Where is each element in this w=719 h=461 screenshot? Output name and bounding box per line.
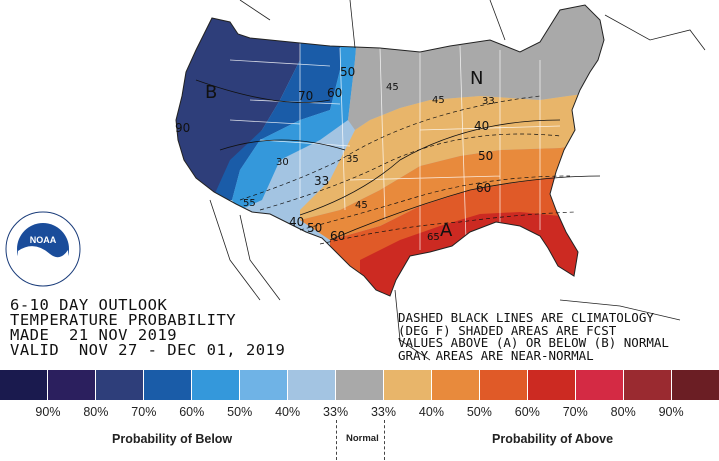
noaa-logo-text: NOAA bbox=[30, 235, 57, 245]
legend-note: DASHED BLACK LINES ARE CLIMATOLOGY (DEG … bbox=[398, 310, 669, 363]
legend-swatch bbox=[96, 370, 144, 400]
climo-label-45a: 45 bbox=[355, 200, 368, 211]
contour-label-60n: 60 bbox=[476, 181, 491, 195]
contour-label-33b: 33 bbox=[482, 96, 495, 107]
legend-swatch bbox=[336, 370, 384, 400]
note-line-4: GRAY AREAS ARE NEAR-NORMAL bbox=[398, 347, 594, 363]
legend-percent-label: 50% bbox=[227, 405, 253, 419]
contour-label-40s: 40 bbox=[289, 215, 304, 229]
contour-label-70: 70 bbox=[298, 89, 313, 103]
legend-percent-label: 80% bbox=[610, 405, 636, 419]
legend-percent-spacer bbox=[695, 403, 719, 419]
climo-label-45b: 45 bbox=[432, 95, 445, 106]
legend-swatch bbox=[48, 370, 96, 400]
contour-label-60: 60 bbox=[327, 86, 342, 100]
outlook-map: B N A 90 70 60 50 30 33 35 45 40 50 60 5… bbox=[175, 0, 706, 361]
near-normal-label: N bbox=[470, 68, 483, 89]
climo-label-65: 65 bbox=[427, 232, 440, 243]
legend-percent-label: 60% bbox=[514, 405, 540, 419]
title-line-4: VALID NOV 27 - DEC 01, 2019 bbox=[10, 341, 286, 359]
contour-label-45: 45 bbox=[386, 82, 399, 93]
contour-label-30: 30 bbox=[276, 157, 289, 168]
legend-percent-label: 50% bbox=[466, 405, 492, 419]
legend-percent-label: 70% bbox=[131, 405, 157, 419]
legend-divider-left bbox=[336, 420, 338, 460]
legend-swatch bbox=[576, 370, 624, 400]
legend-swatch bbox=[480, 370, 528, 400]
legend-percent-label: 60% bbox=[179, 405, 205, 419]
legend-percents: 90% 80% 70% 60% 50% 40% 33% 33% 40% 50% 60% 70% 80% 9… bbox=[0, 403, 719, 419]
region-b-label: B bbox=[205, 82, 217, 103]
legend-percent-label: 90% bbox=[35, 405, 61, 419]
contour-label-50n: 50 bbox=[478, 149, 493, 163]
note-line-1: DASHED BLACK LINES ARE CLIMATOLOGY bbox=[398, 310, 654, 325]
contour-label-60s: 60 bbox=[330, 229, 345, 243]
legend-swatch bbox=[240, 370, 288, 400]
outlook-title: 6-10 DAY OUTLOOK TEMPERATURE PROBABILITY… bbox=[10, 296, 286, 359]
legend-swatch bbox=[432, 370, 480, 400]
contour-label-35: 35 bbox=[346, 154, 359, 165]
legend-swatch bbox=[192, 370, 240, 400]
legend-swatch bbox=[672, 370, 719, 400]
contour-label-50: 50 bbox=[340, 65, 355, 79]
legend-swatch bbox=[384, 370, 432, 400]
normal-label: Normal bbox=[346, 433, 379, 444]
note-line-3: VALUES ABOVE (A) OR BELOW (B) NORMAL bbox=[398, 335, 669, 350]
note-line-2: (DEG F) SHADED AREAS ARE FCST bbox=[398, 322, 617, 338]
legend-swatches bbox=[0, 370, 719, 400]
title-line-1: 6-10 DAY OUTLOOK bbox=[10, 296, 168, 314]
legend-percent-label: 33% bbox=[323, 405, 349, 419]
legend-swatch bbox=[624, 370, 672, 400]
legend-percent-label: 40% bbox=[418, 405, 444, 419]
contour-label-90: 90 bbox=[175, 121, 190, 135]
legend-percent-label: 40% bbox=[275, 405, 301, 419]
legend-percent-label: 70% bbox=[562, 405, 588, 419]
legend-percent-spacer bbox=[0, 403, 24, 419]
above-a-label: A bbox=[440, 220, 453, 241]
legend-swatch bbox=[528, 370, 576, 400]
legend-swatch bbox=[0, 370, 48, 400]
contour-label-40n: 40 bbox=[474, 119, 489, 133]
legend-percent-label: 90% bbox=[658, 405, 684, 419]
contour-label-50s: 50 bbox=[307, 221, 322, 235]
legend-swatch bbox=[288, 370, 336, 400]
noaa-logo: NOAA bbox=[5, 211, 81, 287]
legend-percent-label: 33% bbox=[370, 405, 397, 419]
climo-label-55w: 55 bbox=[243, 198, 256, 209]
legend-swatch bbox=[144, 370, 192, 400]
probability-below-label: Probability of Below bbox=[112, 432, 233, 446]
title-line-2: TEMPERATURE PROBABILITY bbox=[10, 311, 237, 329]
legend-divider-right bbox=[384, 420, 386, 460]
probability-above-label: Probability of Above bbox=[492, 432, 614, 446]
title-line-3: MADE 21 NOV 2019 bbox=[10, 326, 178, 344]
legend-percent-label: 80% bbox=[83, 405, 109, 419]
contour-label-33a: 33 bbox=[314, 174, 329, 188]
probability-legend: 90% 80% 70% 60% 50% 40% 33% 33% 40% 50% 60% 70% 80% 9… bbox=[0, 370, 719, 461]
